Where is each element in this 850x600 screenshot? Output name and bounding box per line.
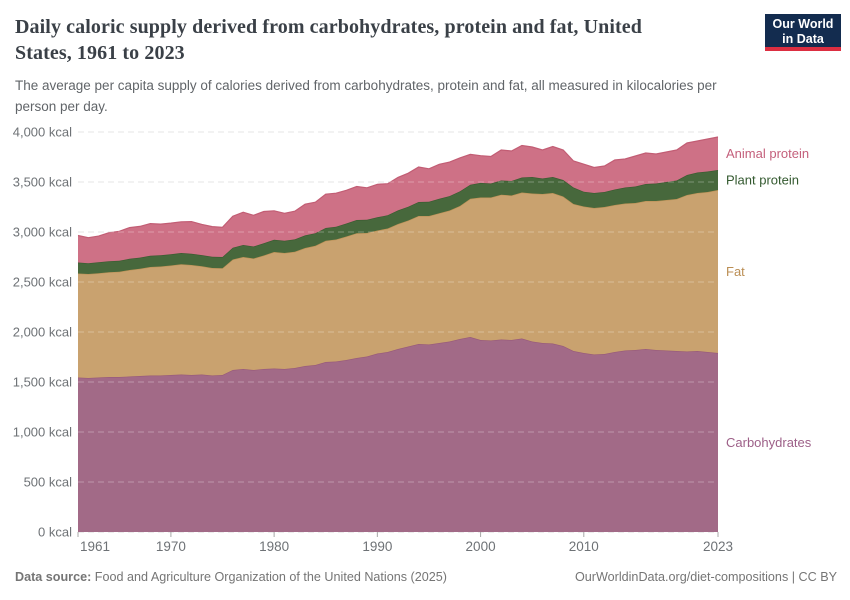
y-tick-label: 4,000 kcal xyxy=(13,125,72,140)
x-tick-label: 2023 xyxy=(703,539,733,554)
data-source-text: Food and Agriculture Organization of the… xyxy=(91,570,447,584)
chart-header: Daily caloric supply derived from carboh… xyxy=(0,0,850,117)
y-tick-label: 3,000 kcal xyxy=(13,225,72,240)
owid-logo-line2: in Data xyxy=(782,32,824,46)
x-tick-label: 1980 xyxy=(259,539,289,554)
area-animal-protein[interactable] xyxy=(78,137,718,264)
title-block: Daily caloric supply derived from carboh… xyxy=(15,14,755,117)
legend-label-animal-protein: Animal protein xyxy=(726,146,809,161)
x-tick-label: 1970 xyxy=(156,539,186,554)
y-tick-label: 2,500 kcal xyxy=(13,275,72,290)
legend-label-carbohydrates: Carbohydrates xyxy=(726,435,812,450)
y-tick-label: 2,000 kcal xyxy=(13,325,72,340)
x-tick-label: 2010 xyxy=(569,539,599,554)
grid-overlay xyxy=(78,131,718,483)
page-title-line1: Daily caloric supply derived from carboh… xyxy=(15,16,643,38)
x-tick-label: 1961 xyxy=(80,539,110,554)
x-tick-label: 1990 xyxy=(362,539,392,554)
y-tick-label: 500 kcal xyxy=(24,475,73,490)
series-legend: Carbohydrates Fat Plant protein Animal prot… xyxy=(726,146,812,450)
x-axis: 1961 1970 1980 1990 2000 2010 2023 xyxy=(77,532,733,554)
area-top-line-animal-protein xyxy=(77,136,719,239)
chart-footer: Data source: Food and Agriculture Organi… xyxy=(15,569,837,585)
credit-line: OurWorldinData.org/diet-compositions | C… xyxy=(574,570,837,584)
y-tick-label: 1,500 kcal xyxy=(13,375,72,390)
owid-logo-line1: Our World xyxy=(772,17,834,31)
legend-label-fat: Fat xyxy=(726,264,745,279)
legend-label-plant-protein: Plant protein xyxy=(726,173,799,188)
chart-canvas[interactable]: 0 kcal 500 kcal 1,000 kcal 1,500 kcal 2,000 … xyxy=(0,118,850,566)
page-title: Daily caloric supply derived from carboh… xyxy=(15,14,755,66)
area-plant-protein[interactable] xyxy=(78,170,718,274)
x-tick-label: 2000 xyxy=(466,539,496,554)
owid-logo: Our World in Data xyxy=(765,14,841,51)
data-source-note: Data source: Food and Agriculture Organi… xyxy=(15,569,447,585)
y-tick-label: 0 kcal xyxy=(38,525,72,540)
page-title-line2: States, 1961 to 2023 xyxy=(15,42,185,64)
data-source-label: Data source: xyxy=(15,570,92,584)
y-tick-label: 1,000 kcal xyxy=(13,425,72,440)
chart-subtitle: The average per capita supply of calorie… xyxy=(15,78,717,114)
area-carbohydrates[interactable] xyxy=(78,337,718,532)
area-fat[interactable] xyxy=(78,190,718,378)
y-tick-label: 3,500 kcal xyxy=(13,175,72,190)
stacked-areas xyxy=(77,136,719,532)
